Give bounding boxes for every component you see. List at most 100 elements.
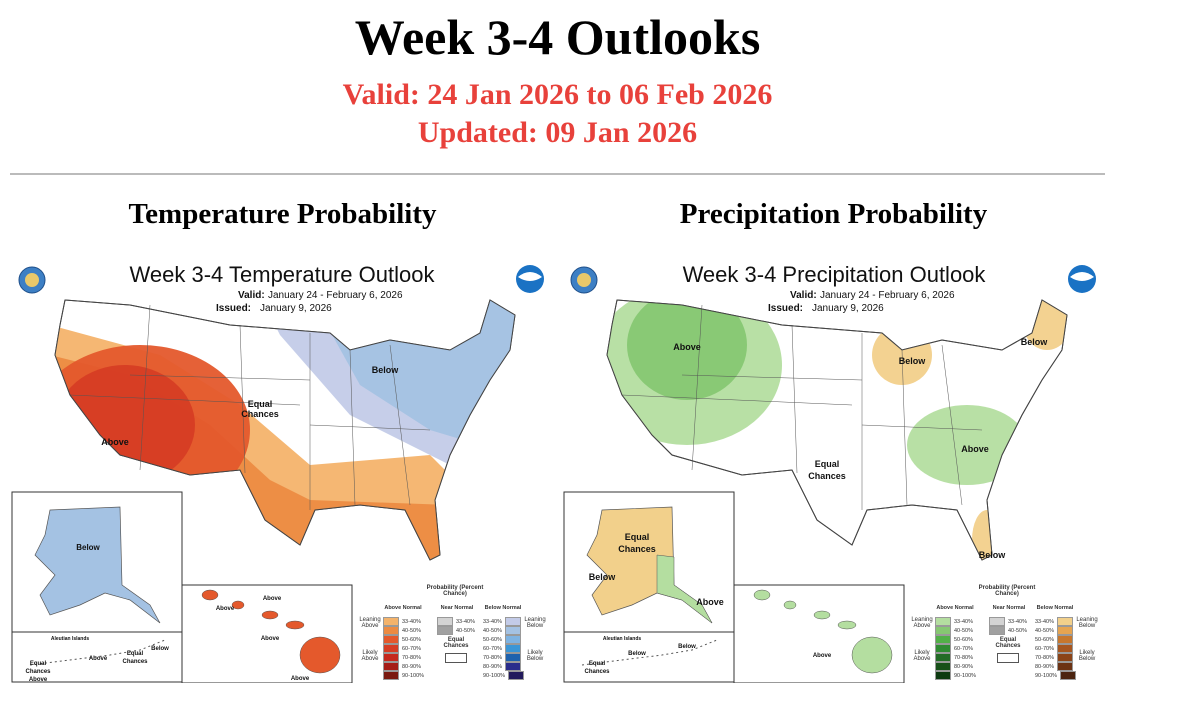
aleutian-islands: [29, 639, 166, 666]
state-boundary: [691, 304, 703, 471]
legend-swatch: [935, 653, 951, 662]
map-label: Above: [813, 653, 832, 659]
legend-equal-chances: Equal Chances: [995, 637, 1021, 649]
legend-swatch: [1056, 626, 1073, 635]
legend-range-label: 70-80%: [483, 654, 502, 661]
legend-swatch-row: 70-80%: [1035, 653, 1076, 662]
legend-swatch: [935, 671, 951, 680]
legend-swatch-row: 60-70%: [383, 644, 424, 653]
legend-swatch: [504, 644, 521, 653]
map-label: Below: [151, 646, 169, 652]
legend-range-label: 40-50%: [483, 627, 502, 634]
precipitation-outlook-map[interactable]: Week 3-4 Precipitation Outlook Valid: Janu…: [562, 255, 1107, 683]
legend-likely-left: Likely Above: [361, 650, 379, 662]
legend-leaning-left: Leaning Above: [911, 617, 933, 629]
state-boundary: [901, 349, 908, 506]
legend-column: Above Normal 33-40% 40-50% 50-60% 60-70% 70-8…: [383, 605, 424, 680]
legend-swatch-row: 40-50%: [935, 626, 976, 635]
issued-label: Issued:: [216, 303, 251, 314]
legend-swatch-row: 33-40%: [437, 617, 477, 626]
map-label: Above: [291, 676, 310, 682]
legend-range-label: 33-40%: [456, 618, 475, 625]
hawaii-island: [299, 636, 341, 674]
legend-range-label: 80-90%: [954, 663, 973, 670]
legend-swatch-row: 50-60%: [383, 635, 424, 644]
forecast-regions: [607, 300, 1067, 560]
map-label: Chances: [618, 544, 656, 554]
legend-swatch-row: 33-40%: [483, 617, 524, 626]
legend-column: Near Normal 33-40% 40-50%: [437, 605, 477, 635]
hawaii-island: [231, 600, 245, 610]
hawaii-island: [285, 620, 305, 630]
issued-label: Issued:: [768, 303, 803, 314]
legend-column: Below Normal 33-40% 40-50% 50-60% 60-70% 70-8…: [483, 605, 525, 680]
legend-swatch: [935, 635, 951, 644]
legend-range-label: 50-60%: [1035, 636, 1054, 643]
legend-swatch-row: 70-80%: [483, 653, 524, 662]
legend-equal-chances: Equal Chances: [443, 637, 469, 649]
legend-range-label: 33-40%: [483, 618, 502, 625]
legend-leaning-left: Leaning Above: [359, 617, 381, 629]
legend-range-label: 90-100%: [1035, 672, 1058, 679]
legend-swatch-row: 80-90%: [483, 662, 524, 671]
legend-range-label: 33-40%: [954, 618, 973, 625]
legend-column: Below Normal 33-40% 40-50% 50-60% 60-70% 70-8…: [1035, 605, 1077, 680]
legend-swatch: [935, 662, 951, 671]
valid-label: Valid:: [238, 290, 265, 301]
probability-region: [972, 510, 1002, 560]
legend-swatch-row: 40-50%: [483, 626, 524, 635]
legend-range-label: 33-40%: [1008, 618, 1027, 625]
legend-equal-swatch: [997, 653, 1019, 663]
state-boundary: [309, 424, 431, 431]
legend-range-label: 40-50%: [1035, 627, 1054, 634]
legend-swatch: [504, 662, 521, 671]
legend-swatch: [437, 617, 453, 626]
legend-range-label: 90-100%: [483, 672, 506, 679]
legend-column: Near Normal 33-40% 40-50%: [989, 605, 1029, 635]
legend-swatch: [504, 635, 521, 644]
legend-swatch: [1056, 644, 1073, 653]
state-boundary: [861, 424, 983, 431]
map-label: Aleutian Islands: [51, 636, 90, 642]
legend-swatch: [383, 635, 399, 644]
legend-column-header: Below Normal: [484, 605, 522, 611]
legend-column-header: Above Normal: [936, 605, 974, 611]
map-label: Chances: [122, 659, 148, 665]
state-boundary: [129, 374, 311, 381]
legend-range-label: 40-50%: [954, 627, 973, 634]
state-boundary: [239, 324, 246, 474]
legend-swatch-row: 33-40%: [935, 617, 976, 626]
hawaii-island: [837, 620, 857, 630]
map-label: Above: [29, 677, 48, 683]
legend-range-label: 90-100%: [954, 672, 977, 679]
legend-range-label: 60-70%: [402, 645, 421, 652]
temperature-outlook-map[interactable]: Week 3-4 Temperature Outlook Valid: Januar…: [10, 255, 555, 683]
state-boundary: [349, 349, 356, 506]
legend-leaning-right: Leaning Below: [1076, 617, 1098, 629]
legend-swatch: [508, 671, 525, 680]
legend-swatch: [989, 617, 1005, 626]
legend-swatch-row: 70-80%: [383, 653, 424, 662]
legend-swatch: [383, 671, 399, 680]
legend-swatch-row: 40-50%: [437, 626, 477, 635]
hawaii-island: [783, 600, 797, 610]
valid-value: January 24 - February 6, 2026: [820, 290, 955, 301]
legend-swatch: [383, 626, 399, 635]
map-label: Equal: [815, 459, 840, 469]
page-title: Week 3-4 Outlooks: [354, 9, 761, 65]
map-title: Week 3-4 Temperature Outlook: [130, 262, 436, 287]
legend-column-header: Near Normal: [992, 605, 1026, 611]
legend-range-label: 70-80%: [402, 654, 421, 661]
map-label: Above: [696, 597, 724, 607]
precipitation-heading: Precipitation Probability: [679, 198, 988, 230]
legend-swatch: [504, 617, 521, 626]
valid-value: January 24 - February 6, 2026: [268, 290, 403, 301]
legend-swatch-row: 50-60%: [1035, 635, 1076, 644]
issued-value: January 9, 2026: [812, 303, 884, 314]
legend-range-label: 70-80%: [1035, 654, 1054, 661]
legend-range-label: 33-40%: [402, 618, 421, 625]
legend-swatch-row: 90-100%: [383, 671, 424, 680]
legend-swatch: [1056, 617, 1073, 626]
issued-value: January 9, 2026: [260, 303, 332, 314]
legend-swatch: [1056, 653, 1073, 662]
